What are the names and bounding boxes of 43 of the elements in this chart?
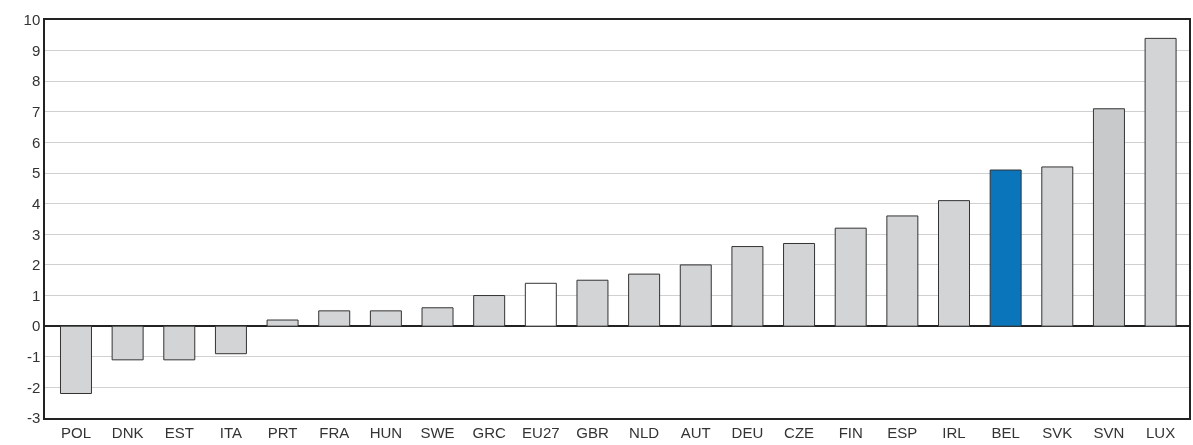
y-tick-label: -3 [26, 409, 41, 427]
y-tick-label: 0 [31, 317, 41, 335]
y-tick-label: 3 [31, 225, 41, 243]
x-tick-label: CZE [784, 423, 815, 441]
y-tick-label: -1 [26, 348, 41, 366]
x-tick-label: BEL [991, 423, 1020, 441]
y-tick-label: 2 [31, 256, 41, 274]
x-tick-label: AUT [680, 423, 711, 441]
x-tick-label: EST [164, 423, 194, 441]
bar [989, 169, 1022, 327]
x-tick-label: PRT [267, 423, 298, 441]
x-tick-label: SWE [420, 423, 455, 441]
y-tick-label: 5 [31, 164, 41, 182]
x-tick-label: FRA [319, 423, 350, 441]
bar [266, 319, 299, 327]
y-tick-label: 9 [31, 41, 41, 59]
bar [318, 310, 351, 327]
bar [369, 310, 402, 327]
x-tick-label: LUX [1146, 423, 1176, 441]
y-tick-label: 7 [31, 103, 41, 121]
x-tick-label: HUN [369, 423, 403, 441]
x-tick-label: DNK [111, 423, 144, 441]
y-tick-label: 1 [31, 286, 41, 304]
x-tick-label: IRL [942, 423, 966, 441]
x-tick-label: SVK [1042, 423, 1073, 441]
y-tick-label: 6 [31, 133, 41, 151]
x-tick-label: ITA [219, 423, 243, 441]
x-tick-label: FIN [838, 423, 863, 441]
y-tick-label: 8 [31, 72, 41, 90]
x-tick-label: DEU [731, 423, 764, 441]
x-tick-label: GRC [472, 423, 506, 441]
x-tick-label: EU27 [522, 423, 560, 441]
y-tick-label: -2 [26, 378, 41, 396]
bar [524, 282, 557, 327]
bar [214, 325, 247, 355]
y-tick-label: 4 [31, 194, 41, 212]
bar [421, 307, 454, 327]
x-tick-label: GBR [576, 423, 609, 441]
y-tick-label: 10 [23, 11, 41, 29]
x-tick-label: ESP [887, 423, 918, 441]
x-tick-label: POL [60, 423, 91, 441]
x-tick-label: NLD [629, 423, 660, 441]
x-tick-label: SVN [1093, 423, 1125, 441]
